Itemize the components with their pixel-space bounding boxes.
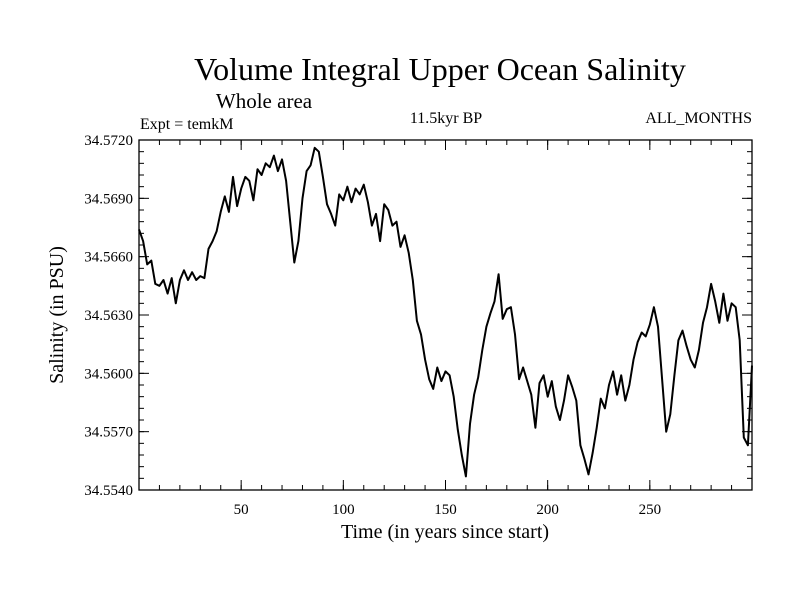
axis-ticks [139, 139, 752, 491]
months-label: ALL_MONTHS [645, 110, 752, 127]
y-tick-label: 34.5570 [84, 425, 133, 441]
y-tick-label: 34.5540 [84, 483, 133, 499]
experiment-label: Expt = temkM [140, 116, 233, 133]
x-tick-label: 150 [434, 502, 457, 518]
y-tick-labels: 34.5540 34.5570 34.5600 34.5630 34.5660 34.56… [84, 133, 133, 499]
chart-title: Volume Integral Upper Ocean Salinity [194, 51, 686, 87]
chart-subtitle: Whole area [216, 89, 313, 113]
y-tick-label: 34.5630 [84, 308, 133, 324]
x-tick-labels: 50 100 150 200 250 [234, 502, 661, 518]
x-tick-label: 250 [639, 502, 662, 518]
x-tick-label: 50 [234, 502, 249, 518]
salinity-series-line [138, 146, 753, 478]
x-tick-label: 100 [332, 502, 355, 518]
y-tick-label: 34.5660 [84, 250, 133, 266]
y-axis-label: Salinity (in PSU) [46, 246, 68, 384]
x-tick-label: 200 [536, 502, 559, 518]
y-tick-label: 34.5600 [84, 366, 133, 382]
y-tick-label: 34.5690 [84, 191, 133, 207]
x-axis-label: Time (in years since start) [341, 521, 549, 543]
period-label: 11.5kyr BP [410, 110, 482, 127]
y-tick-label: 34.5720 [84, 133, 133, 149]
